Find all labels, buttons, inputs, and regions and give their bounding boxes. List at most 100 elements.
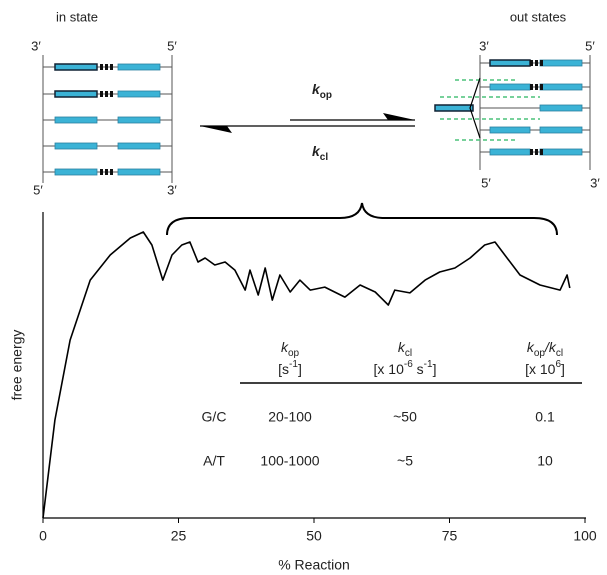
x-tick-label: 0 <box>39 528 47 544</box>
x-axis-label: % Reaction <box>278 557 350 573</box>
text-part: -1 <box>424 359 433 370</box>
gap-dot <box>530 149 533 155</box>
base <box>117 90 161 98</box>
base <box>117 168 161 176</box>
text-part: k <box>281 339 289 355</box>
table-cell: 0.1 <box>535 409 555 425</box>
table-cell: 10 <box>537 453 553 469</box>
gap-dot <box>530 60 533 66</box>
base <box>489 126 531 134</box>
base <box>539 148 583 156</box>
text-part: -6 <box>404 359 413 370</box>
base <box>117 63 161 71</box>
column-unit: [s-1] <box>278 359 302 377</box>
state-title: out states <box>510 9 567 24</box>
text-part: op <box>320 90 332 101</box>
gap-dot <box>530 84 533 90</box>
strand-end: 5′ <box>585 38 595 53</box>
column-header: kop/kcl <box>527 339 563 359</box>
text-part: k <box>398 339 406 355</box>
table-cell: ~50 <box>393 409 417 425</box>
state-title: in state <box>56 9 98 24</box>
x-tick-label: 25 <box>171 528 187 544</box>
strand-end: 3′ <box>167 182 177 197</box>
strand-end: 5′ <box>481 175 491 190</box>
forward-rate: kop <box>312 81 332 101</box>
y-axis-label: free energy <box>9 330 25 401</box>
row-label: G/C <box>202 409 227 425</box>
base <box>54 63 98 71</box>
base <box>539 59 583 67</box>
column-header: kop <box>281 339 300 359</box>
layout <box>42 113 586 519</box>
text-part: op <box>534 348 546 359</box>
gap-dot <box>540 84 543 90</box>
base <box>54 142 98 150</box>
gap-dot <box>110 169 113 175</box>
text-part: [x 10 <box>374 361 405 377</box>
gap-dot <box>100 91 103 97</box>
base <box>117 142 161 150</box>
text-part: 6 <box>555 359 561 370</box>
base <box>489 59 531 67</box>
gap-dot <box>535 60 538 66</box>
base <box>489 148 531 156</box>
base <box>434 104 474 112</box>
strand-end: 5′ <box>33 182 43 197</box>
text-part: ] <box>433 361 437 377</box>
text-part: cl <box>320 152 329 163</box>
text-part: op <box>288 348 300 359</box>
row-label: A/T <box>203 453 225 469</box>
energy-curve <box>42 231 571 519</box>
text-part: ] <box>561 361 565 377</box>
text-part: -1 <box>289 359 298 370</box>
gap-dot <box>105 169 108 175</box>
gap-dot <box>105 91 108 97</box>
gap-dot <box>100 169 103 175</box>
gap-dot <box>110 64 113 70</box>
base <box>539 83 583 91</box>
text-part: /k <box>544 339 557 355</box>
strand-end: 5′ <box>167 38 177 53</box>
column-unit: [x 106] <box>525 359 565 377</box>
base <box>117 116 161 124</box>
strand-end: 3′ <box>479 38 489 53</box>
strand-end: 3′ <box>31 38 41 53</box>
x-tick-label: 75 <box>442 528 458 544</box>
base <box>54 168 98 176</box>
x-tick-label: 100 <box>573 528 597 544</box>
gap-dot <box>105 64 108 70</box>
text-part: ] <box>298 361 302 377</box>
arrow-head <box>200 126 232 133</box>
base <box>54 90 98 98</box>
arrow-head <box>383 113 415 120</box>
x-tick-label: 50 <box>306 528 322 544</box>
table-cell: 100-1000 <box>260 453 319 469</box>
gap-dot <box>110 91 113 97</box>
base <box>539 104 583 112</box>
table-cell: 20-100 <box>268 409 312 425</box>
reverse-rate: kcl <box>312 143 328 163</box>
column-unit: [x 10-6 s-1] <box>374 359 437 377</box>
table-cell: ~5 <box>397 453 413 469</box>
gap-dot <box>535 84 538 90</box>
column-header: kcl <box>398 339 412 359</box>
text-part: s <box>413 361 424 377</box>
gap-dot <box>540 60 543 66</box>
flip-arrow <box>469 77 481 139</box>
base <box>489 83 531 91</box>
brace <box>166 202 558 236</box>
base <box>539 126 583 134</box>
text-part: cl <box>556 348 563 359</box>
text-part: k <box>527 339 535 355</box>
strand-end: 3′ <box>590 175 600 190</box>
text-part: [x 10 <box>525 361 556 377</box>
text-part: k <box>312 81 321 97</box>
gap-dot <box>100 64 103 70</box>
gap-dot <box>540 149 543 155</box>
base <box>54 116 98 124</box>
text-part: [s <box>278 361 289 377</box>
gap-dot <box>535 149 538 155</box>
text-part: k <box>312 143 321 159</box>
